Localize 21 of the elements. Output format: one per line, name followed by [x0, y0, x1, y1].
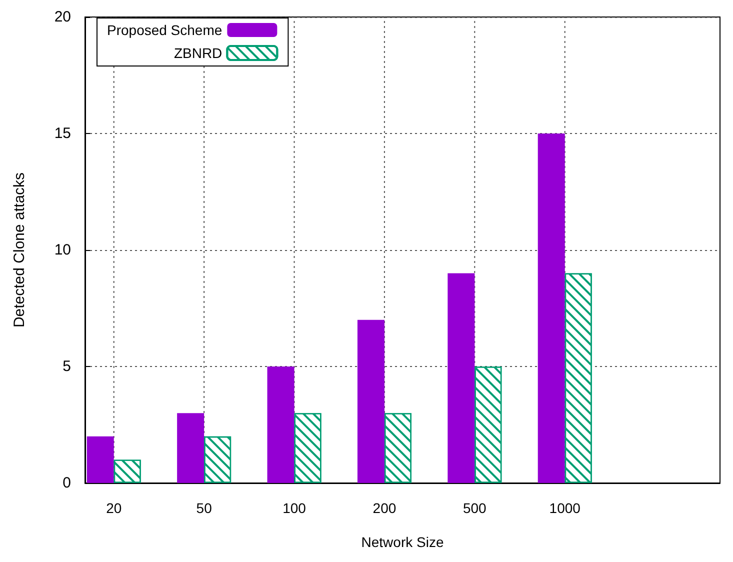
- x-tick-label: 20: [106, 500, 122, 516]
- x-axis-title: Network Size: [361, 534, 444, 550]
- bar: [86, 436, 114, 483]
- x-tick-label: 100: [282, 500, 306, 516]
- bar: [177, 413, 204, 483]
- x-tick-label: 200: [372, 500, 396, 516]
- bar: [357, 320, 384, 483]
- x-tick-label: 50: [196, 500, 212, 516]
- x-tick-label: 1000: [549, 500, 581, 516]
- legend-label: Proposed Scheme: [106, 22, 222, 38]
- legend-label: ZBNRD: [174, 45, 222, 61]
- bar: [538, 134, 565, 483]
- y-tick-label: 0: [62, 474, 71, 492]
- x-tick-label: 500: [462, 500, 487, 516]
- y-tick-label: 15: [54, 125, 71, 142]
- bar: [448, 273, 475, 483]
- y-tick-label: 20: [54, 8, 71, 26]
- y-tick-label: 5: [62, 358, 71, 375]
- y-tick-label: 10: [54, 242, 71, 258]
- y-axis-title: Detected Clone attacks: [11, 172, 28, 328]
- bar: [267, 366, 294, 483]
